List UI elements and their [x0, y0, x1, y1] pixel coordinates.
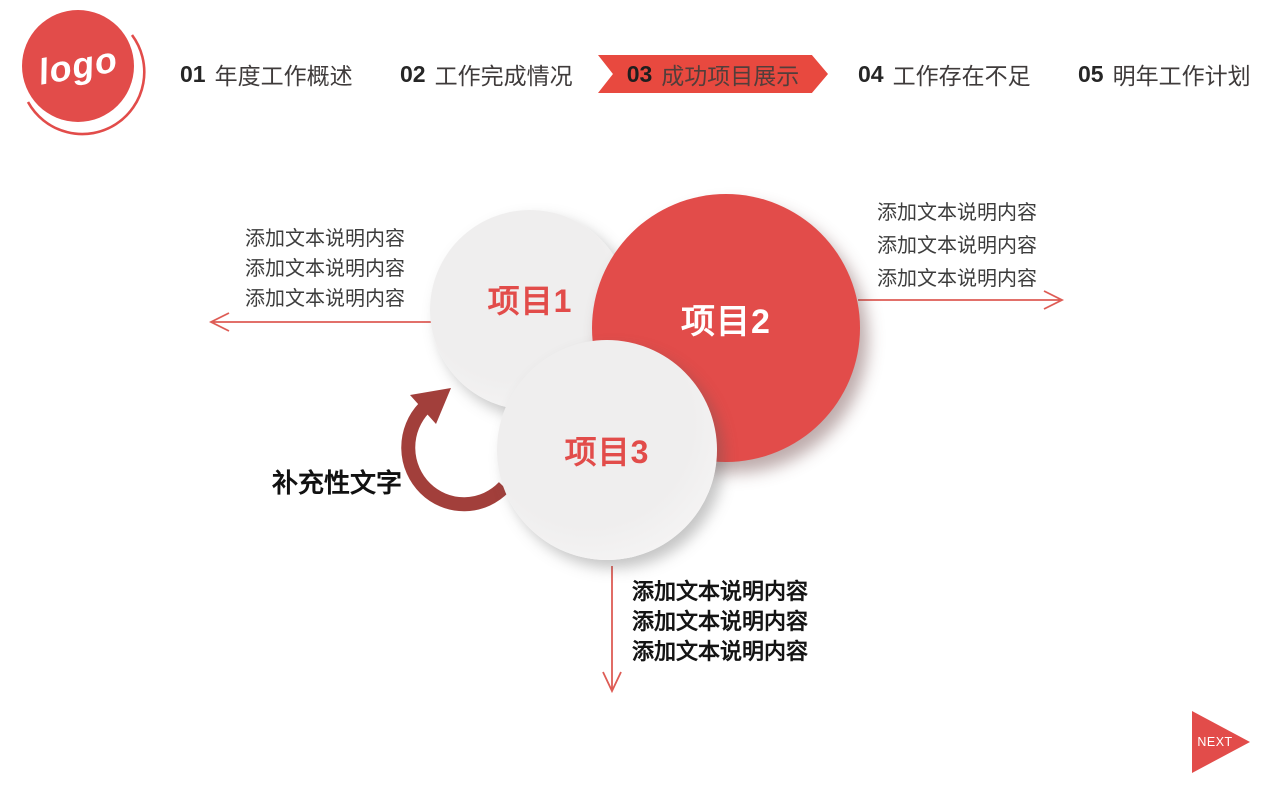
nav-item-label: 工作存在不足 [892, 64, 1031, 89]
project-circle-3: 项目3 [497, 340, 717, 560]
nav-item-number: 03 [626, 60, 653, 87]
note-line: 添加文本说明内容 [632, 579, 809, 604]
logo-badge: logo [22, 10, 134, 122]
note-line: 添加文本说明内容 [245, 288, 405, 310]
note-line: 添加文本说明内容 [632, 639, 809, 664]
nav-item-number: 01 [180, 60, 206, 87]
nav-item-label: 明年工作计划 [1112, 64, 1251, 89]
left-arrow-icon [208, 312, 437, 332]
supplement-label: 补充性文字 [272, 468, 403, 498]
note-line: 添加文本说明内容 [632, 609, 809, 634]
project-circle-3-label: 项目3 [564, 434, 650, 470]
down-arrow-icon [602, 566, 622, 694]
note-line: 添加文本说明内容 [877, 268, 1037, 290]
note-line: 添加文本说明内容 [245, 258, 405, 280]
note-line: 添加文本说明内容 [877, 235, 1037, 257]
note-line: 添加文本说明内容 [245, 228, 405, 250]
project-circle-1-label: 项目1 [487, 283, 573, 319]
nav-item-number: 05 [1078, 60, 1104, 87]
nav-item-04[interactable]: 04 工作存在不足 [858, 55, 1031, 93]
project-circle-2-label: 项目2 [681, 302, 771, 341]
nav-item-02[interactable]: 02 工作完成情况 [400, 55, 573, 93]
left-notes: 添加文本说明内容 添加文本说明内容 添加文本说明内容 [245, 224, 405, 314]
next-button-label: NEXT [1197, 735, 1233, 749]
nav-item-number: 02 [400, 60, 426, 87]
logo-text: logo [34, 38, 121, 93]
nav-item-number: 04 [858, 60, 884, 87]
nav-item-05[interactable]: 05 明年工作计划 [1078, 55, 1251, 93]
right-notes: 添加文本说明内容 添加文本说明内容 添加文本说明内容 [877, 197, 1037, 296]
curved-arrow-icon [401, 388, 510, 512]
nav-item-label: 成功项目展示 [661, 64, 800, 89]
nav-item-label: 工作完成情况 [434, 64, 573, 89]
nav-item-label: 年度工作概述 [214, 64, 353, 89]
note-line: 添加文本说明内容 [877, 202, 1037, 224]
nav-item-03-active[interactable]: 03 成功项目展示 [598, 55, 828, 93]
next-button[interactable]: NEXT [1192, 711, 1250, 773]
nav-item-01[interactable]: 01 年度工作概述 [180, 55, 353, 93]
bottom-notes: 添加文本说明内容 添加文本说明内容 添加文本说明内容 [632, 577, 808, 667]
